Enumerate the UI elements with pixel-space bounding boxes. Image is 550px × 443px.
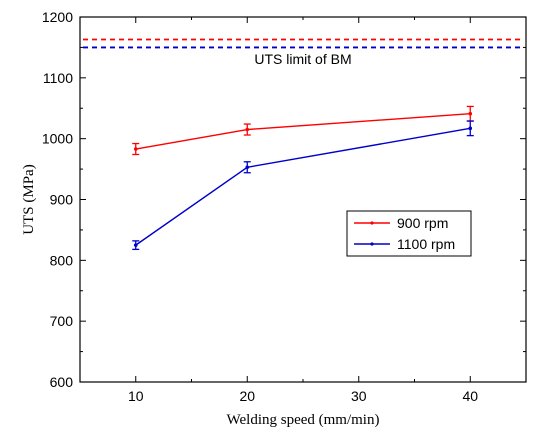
axes: 600 700 800 900 1000 1100 1200 10 20 30 40 Welding … (21, 9, 527, 428)
series-1 (132, 105, 474, 156)
legend-marker (370, 221, 374, 225)
legend: 900 rpm 1100 rpm (346, 210, 472, 257)
data-point (133, 147, 138, 151)
legend-label: 1100 rpm (397, 236, 455, 252)
data-point (245, 165, 250, 170)
y-tick-label: 1200 (42, 9, 73, 25)
y-tick-label: 600 (50, 374, 74, 390)
reference-lines (83, 38, 523, 49)
data-point (468, 111, 473, 116)
x-axis-title: Welding speed (mm/min) (227, 412, 380, 428)
annotations: UTS limit of BM (254, 51, 351, 67)
x-tick-label: 20 (239, 388, 255, 404)
plot-frame (79, 16, 527, 383)
y-axis-title: UTS (MPa) (21, 164, 37, 234)
legend-box (346, 210, 472, 257)
y-tick-label: 900 (50, 192, 74, 208)
reference-annotation: UTS limit of BM (254, 51, 351, 67)
data-point (245, 127, 250, 132)
series-group (132, 105, 474, 251)
y-tick-label: 1000 (42, 131, 73, 147)
y-tick-label: 700 (50, 313, 74, 329)
x-tick-label: 30 (351, 388, 367, 404)
data-point (468, 126, 473, 131)
y-tick-label: 1100 (43, 70, 73, 86)
x-tick-label: 40 (462, 388, 478, 404)
y-tick-label: 800 (50, 252, 74, 268)
x-tick-label: 10 (128, 388, 144, 404)
legend-label: 900 rpm (397, 215, 448, 231)
legend-marker (370, 242, 374, 246)
data-point (133, 243, 138, 247)
series-2 (132, 120, 474, 251)
series-line (135, 113, 471, 150)
